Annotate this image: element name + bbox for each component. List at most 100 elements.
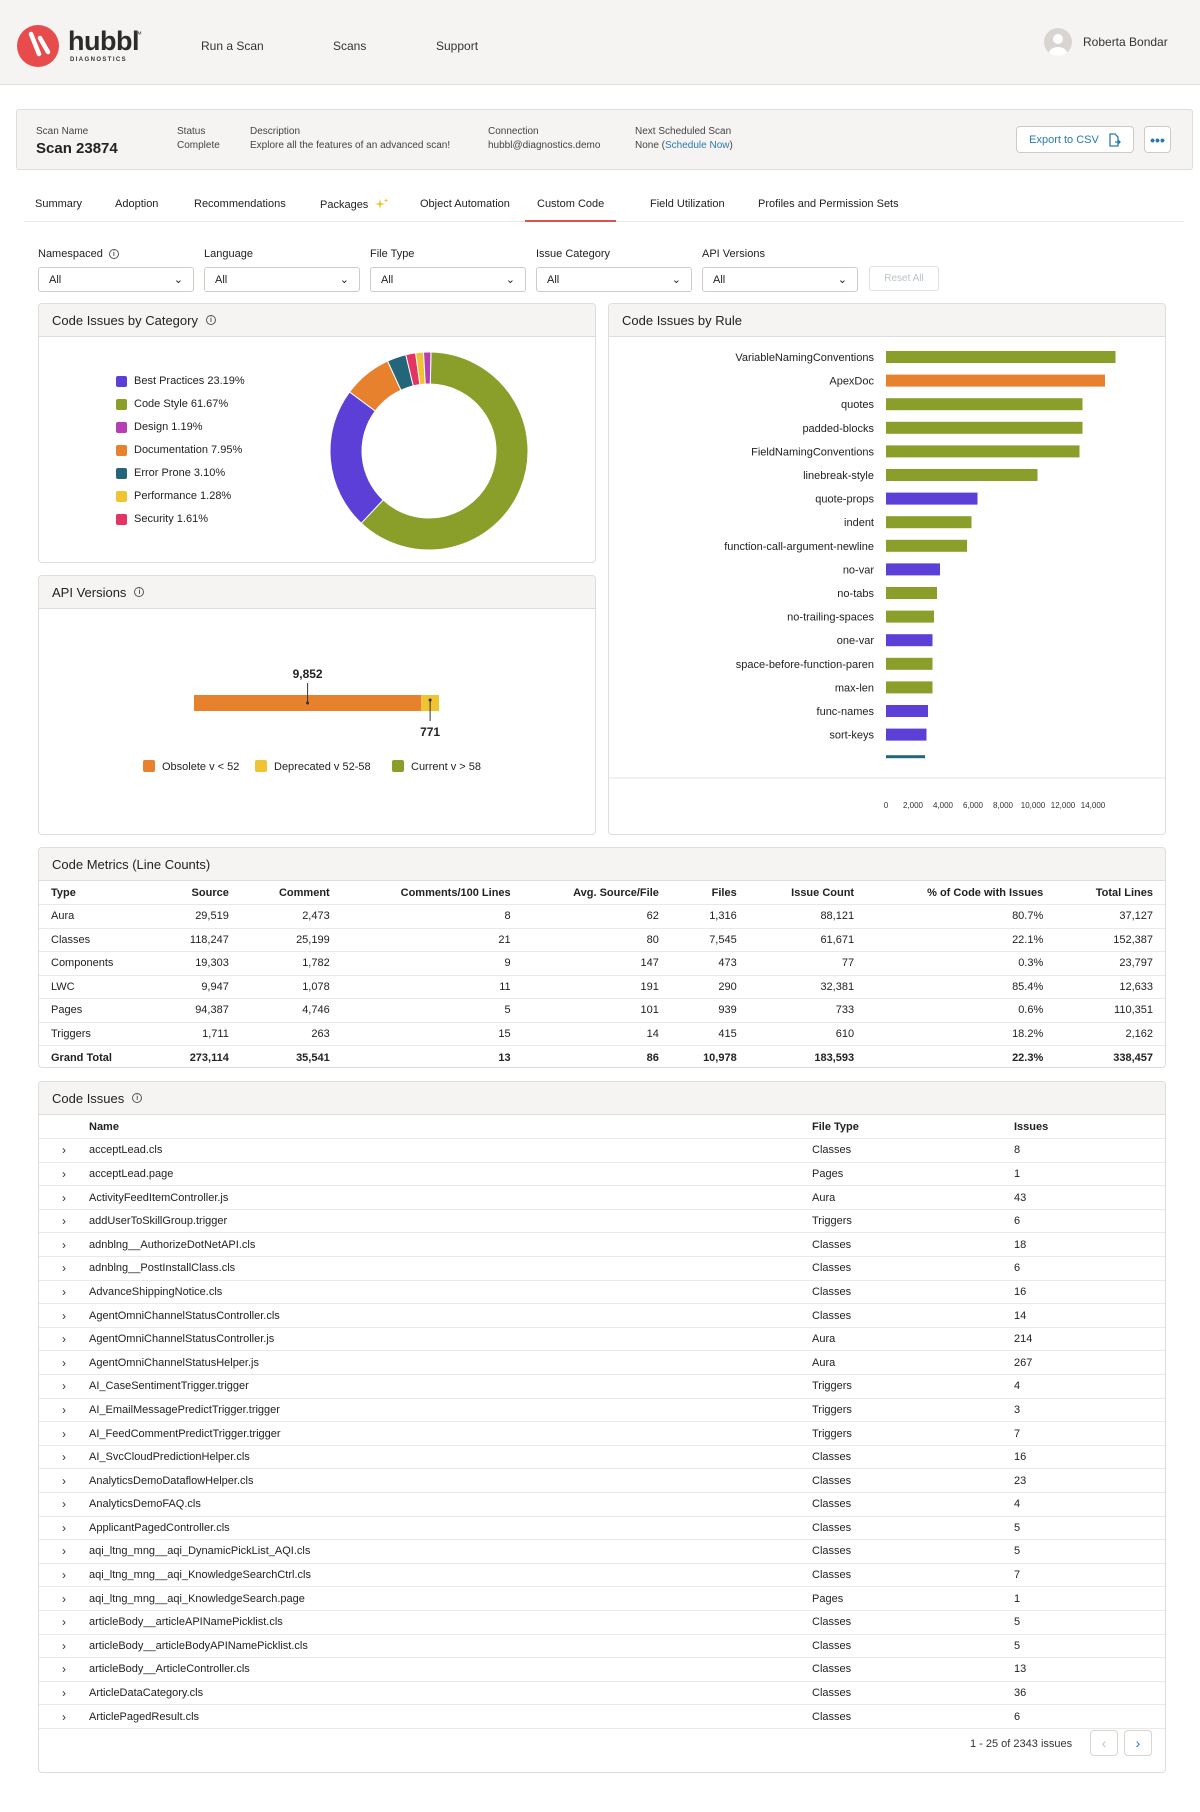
tab-adoption[interactable]: Adoption	[115, 198, 159, 210]
user-name[interactable]: Roberta Bondar	[1083, 35, 1168, 49]
table-row[interactable]: › articleBody__ArticleController.cls Class…	[39, 1657, 1165, 1682]
col-comment[interactable]: Comment	[240, 881, 342, 905]
rule-bar[interactable]	[886, 421, 1083, 434]
schedule-now-link[interactable]: Schedule Now	[665, 140, 730, 151]
file-type-select[interactable]: All ⌄	[370, 267, 526, 292]
col-comments-per-100[interactable]: Comments/100 Lines	[341, 881, 523, 905]
expand-row-icon[interactable]: ›	[39, 1421, 89, 1446]
expand-row-icon[interactable]: ›	[39, 1350, 89, 1376]
table-row[interactable]: › aqi_ltng_mng__aqi_KnowledgeSearch.page P…	[39, 1586, 1165, 1611]
table-row[interactable]: › AnalyticsDemoFAQ.cls Classes 4	[39, 1492, 1165, 1517]
donut-slice-design[interactable]	[422, 351, 432, 385]
table-row[interactable]: › articleBody__articleBodyAPINamePicklist…	[39, 1634, 1165, 1659]
expand-row-icon[interactable]: ›	[39, 1468, 89, 1493]
table-row[interactable]: › ActivityFeedItemController.js Aura 43	[39, 1185, 1165, 1210]
expand-row-icon[interactable]: ›	[39, 1492, 89, 1517]
expand-row-icon[interactable]: ›	[39, 1657, 89, 1682]
expand-row-icon[interactable]: ›	[39, 1185, 89, 1210]
expand-row-icon[interactable]: ›	[39, 1610, 89, 1635]
info-icon[interactable]: i	[205, 315, 216, 325]
rule-bar[interactable]	[886, 610, 934, 623]
expand-row-icon[interactable]: ›	[39, 1634, 89, 1659]
donut-slice-best-practices[interactable]	[329, 391, 384, 524]
issue-category-select[interactable]: All ⌄	[536, 267, 692, 292]
table-row[interactable]: › articleBody__articleAPINamePicklist.cls…	[39, 1610, 1165, 1635]
table-row[interactable]: › acceptLead.cls Classes 8	[39, 1138, 1165, 1163]
table-row[interactable]: › AgentOmniChannelStatusController.cls Cla…	[39, 1303, 1165, 1328]
col-pct-code-issues[interactable]: % of Code with Issues	[866, 881, 1056, 905]
expand-row-icon[interactable]: ›	[39, 1516, 89, 1541]
col-type[interactable]: Type	[39, 881, 156, 905]
expand-row-icon[interactable]: ›	[39, 1586, 89, 1611]
expand-row-icon[interactable]: ›	[39, 1327, 89, 1352]
nav-support[interactable]: Support	[436, 39, 479, 53]
language-select[interactable]: All ⌄	[204, 267, 360, 292]
col-files[interactable]: Files	[670, 881, 749, 905]
legend-security[interactable]: Security 1.61%	[116, 513, 208, 525]
legend-best-practices[interactable]: Best Practices 23.19%	[116, 375, 245, 387]
legend-error-prone[interactable]: Error Prone 3.10%	[116, 467, 225, 479]
table-row[interactable]: › ArticlePagedResult.cls Classes 6	[39, 1704, 1165, 1729]
expand-row-icon[interactable]: ›	[39, 1681, 89, 1706]
expand-row-icon[interactable]: ›	[39, 1209, 89, 1234]
table-row[interactable]: › AI_CaseSentimentTrigger.trigger Triggers…	[39, 1374, 1165, 1399]
hubbl-logo-icon[interactable]	[16, 24, 60, 68]
prev-page-button[interactable]: ‹	[1090, 1730, 1118, 1756]
next-page-button[interactable]: ›	[1124, 1730, 1152, 1756]
expand-row-icon[interactable]: ›	[39, 1280, 89, 1305]
rule-bar[interactable]	[886, 539, 967, 552]
legend-design[interactable]: Design 1.19%	[116, 421, 203, 433]
table-row[interactable]: › AdvanceShippingNotice.cls Classes 16	[39, 1280, 1165, 1305]
legend-code-style[interactable]: Code Style 61.67%	[116, 398, 228, 410]
rule-bar[interactable]	[886, 728, 927, 741]
rule-bar[interactable]	[886, 445, 1080, 458]
tab-packages[interactable]: Packages	[320, 198, 389, 211]
rule-bar[interactable]	[886, 398, 1083, 411]
expand-row-icon[interactable]: ›	[39, 1398, 89, 1423]
nav-scans[interactable]: Scans	[333, 39, 367, 53]
info-icon[interactable]: i	[108, 249, 119, 259]
expand-row-icon[interactable]: ›	[39, 1138, 89, 1163]
table-row[interactable]: › AgentOmniChannelStatusHelper.js Aura 267	[39, 1350, 1165, 1376]
expand-row-icon[interactable]: ›	[39, 1256, 89, 1281]
rule-bar[interactable]	[886, 492, 978, 505]
table-row[interactable]: › AI_EmailMessagePredictTrigger.trigger Tr…	[39, 1398, 1165, 1423]
expand-row-icon[interactable]: ›	[39, 1303, 89, 1328]
info-icon[interactable]: i	[132, 1093, 143, 1103]
info-icon[interactable]: i	[134, 587, 145, 597]
rule-bar[interactable]	[886, 351, 1116, 363]
expand-row-icon[interactable]: ›	[39, 1704, 89, 1729]
more-options-button[interactable]: •••	[1144, 126, 1171, 153]
api-legend-label[interactable]: Current v > 58	[411, 761, 481, 773]
api-versions-select[interactable]: All ⌄	[702, 267, 858, 292]
expand-row-icon[interactable]: ›	[39, 1563, 89, 1588]
rule-bar[interactable]	[886, 516, 972, 529]
table-row[interactable]: › AI_SvcCloudPredictionHelper.cls Classes 1…	[39, 1445, 1165, 1470]
expand-row-icon[interactable]: ›	[39, 1374, 89, 1399]
col-name[interactable]: Name	[89, 1115, 812, 1140]
namespaced-select[interactable]: All ⌄	[38, 267, 194, 292]
rule-bar[interactable]	[886, 587, 937, 599]
api-legend-label[interactable]: Obsolete v < 52	[162, 761, 239, 773]
rule-bar[interactable]	[886, 634, 933, 647]
col-source[interactable]: Source	[155, 881, 241, 905]
table-row[interactable]: › aqi_ltng_mng__aqi_KnowledgeSearchCtrl.c…	[39, 1563, 1165, 1588]
rule-bar[interactable]	[886, 755, 925, 759]
table-row[interactable]: › addUserToSkillGroup.trigger Triggers 6	[39, 1209, 1165, 1234]
tab-summary[interactable]: Summary	[35, 198, 83, 210]
table-row[interactable]: › ApplicantPagedController.cls Classes 5	[39, 1516, 1165, 1541]
nav-run-a-scan[interactable]: Run a Scan	[201, 39, 264, 53]
legend-performance[interactable]: Performance 1.28%	[116, 490, 231, 502]
rule-bar[interactable]	[886, 705, 928, 717]
donut-slice-code-style[interactable]	[360, 351, 529, 551]
table-row[interactable]: › adnblng__AuthorizeDotNetAPI.cls Classes 1…	[39, 1232, 1165, 1258]
expand-row-icon[interactable]: ›	[39, 1445, 89, 1470]
tab-object-automation[interactable]: Object Automation	[420, 198, 510, 210]
api-legend-label[interactable]: Deprecated v 52-58	[274, 761, 371, 773]
table-row[interactable]: › AgentOmniChannelStatusController.js Aura…	[39, 1327, 1165, 1352]
table-row[interactable]: › acceptLead.page Pages 1	[39, 1162, 1165, 1187]
rule-bar[interactable]	[886, 681, 933, 694]
rule-bar[interactable]	[886, 657, 933, 670]
export-csv-button[interactable]: Export to CSV	[1016, 126, 1134, 153]
expand-row-icon[interactable]: ›	[39, 1539, 89, 1564]
